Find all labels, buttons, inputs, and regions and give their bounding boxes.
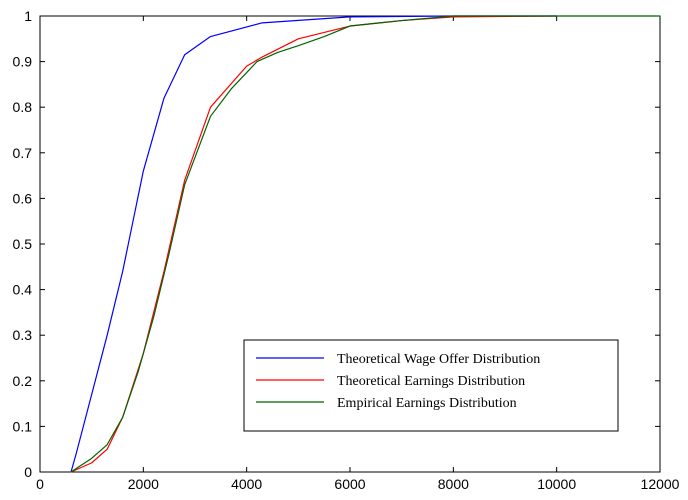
y-axis: 0 0.1 0.2 0.3 0.4 0.5 0.6 0.7 0.8 0.9 1 (13, 8, 660, 480)
x-tick-label: 8000 (438, 476, 469, 492)
series-line-1 (70, 15, 557, 473)
series-line-3 (70, 15, 660, 473)
x-tick-label: 10000 (537, 476, 576, 492)
x-axis: 0 2000 4000 6000 8000 10000 12000 (36, 16, 680, 492)
legend-box (243, 339, 619, 432)
y-tick-label: 0.1 (13, 418, 33, 434)
legend-label: Empirical Earnings Distribution (337, 396, 517, 411)
y-tick-label: 1 (24, 8, 32, 24)
x-tick-label: 2000 (128, 476, 159, 492)
x-tick-label: 12000 (641, 476, 680, 492)
legend-label: Theoretical Wage Offer Distribution (337, 352, 540, 367)
y-tick-label: 0.4 (13, 282, 33, 298)
y-tick-label: 0.7 (13, 145, 33, 161)
legend-label: Theoretical Earnings Distribution (337, 374, 525, 389)
x-tick-label: 6000 (334, 476, 365, 492)
y-tick-label: 0.9 (13, 54, 33, 70)
series-layer (70, 15, 660, 473)
x-tick-label: 0 (36, 476, 44, 492)
x-tick-label: 4000 (231, 476, 262, 492)
legend: Theoretical Wage Offer Distribution Theor… (243, 339, 619, 432)
y-tick-label: 0.3 (13, 327, 33, 343)
y-tick-label: 0.8 (13, 99, 33, 115)
y-tick-label: 0 (24, 464, 32, 480)
y-tick-label: 0.2 (13, 373, 33, 389)
y-tick-label: 0.6 (13, 190, 33, 206)
y-tick-label: 0.5 (13, 236, 33, 252)
